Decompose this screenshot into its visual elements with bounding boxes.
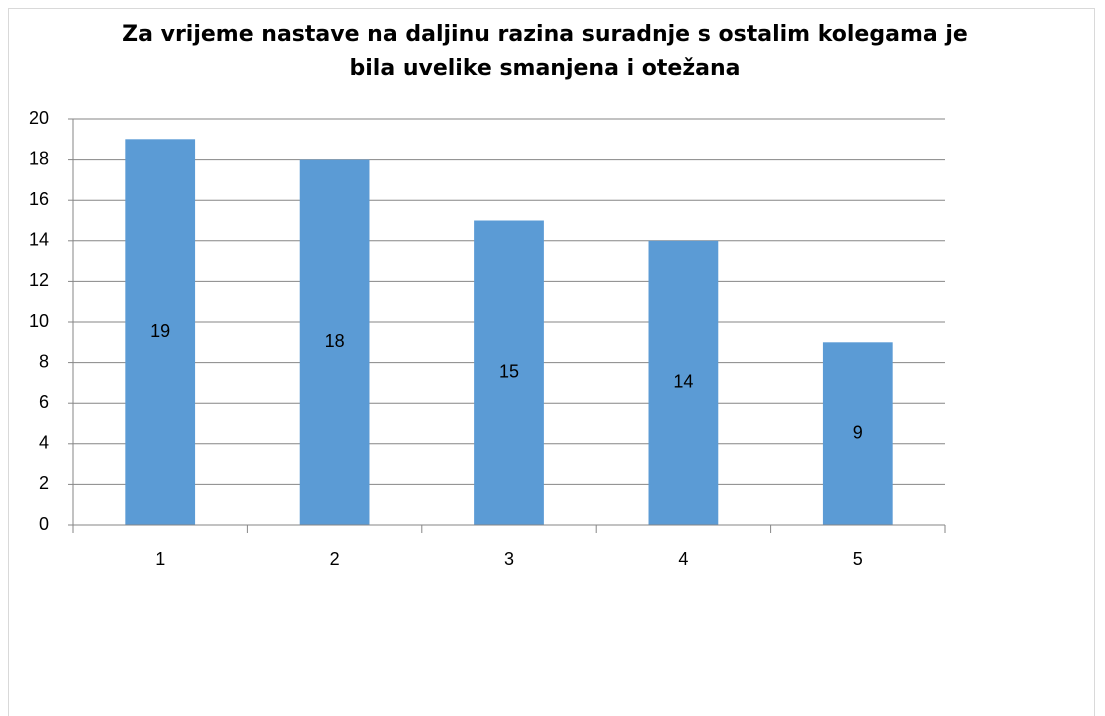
y-tick-label: 6 <box>39 392 49 412</box>
y-tick-label: 12 <box>29 270 49 290</box>
data-label: 19 <box>150 321 170 341</box>
y-tick-label: 0 <box>39 514 49 534</box>
y-tick-label: 4 <box>39 433 49 453</box>
x-tick-label: 2 <box>330 549 340 569</box>
data-label: 9 <box>853 422 863 442</box>
y-tick-label: 20 <box>29 108 49 128</box>
chart-title: Za vrijeme nastave na daljinu razina sur… <box>122 22 968 81</box>
bar <box>822 342 893 525</box>
y-tick-label: 16 <box>29 189 49 209</box>
y-tick-label: 18 <box>29 148 49 168</box>
chart-border <box>8 8 1095 716</box>
bar <box>125 139 196 526</box>
y-tick-label: 8 <box>39 351 49 371</box>
x-tick-label: 3 <box>504 549 514 569</box>
data-label: 18 <box>325 331 345 351</box>
data-label: 15 <box>499 362 519 382</box>
bar <box>474 220 544 525</box>
x-tick-label: 5 <box>853 549 863 569</box>
y-tick-label: 2 <box>39 473 49 493</box>
x-tick-label: 4 <box>678 549 688 569</box>
bar <box>648 240 719 526</box>
y-tick-label: 14 <box>29 230 49 250</box>
bar <box>299 159 370 525</box>
y-tick-label: 10 <box>29 311 49 331</box>
data-label: 14 <box>673 372 693 392</box>
x-tick-label: 1 <box>155 549 165 569</box>
